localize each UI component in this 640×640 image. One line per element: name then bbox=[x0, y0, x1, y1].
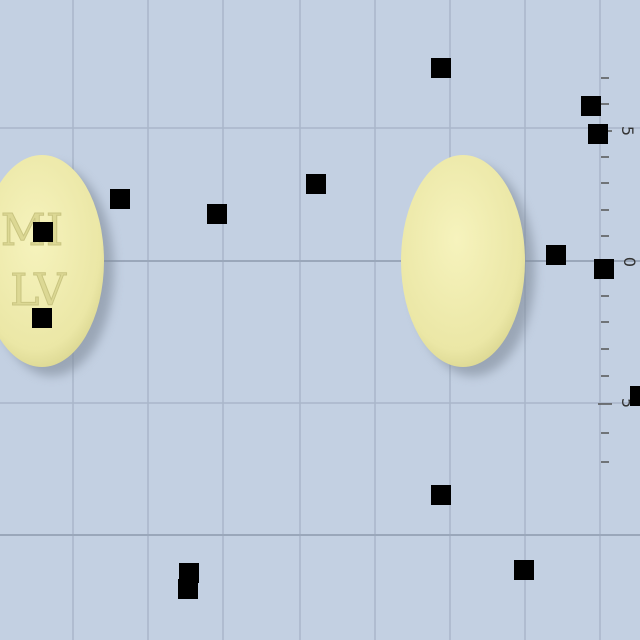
occlusion-squares bbox=[32, 58, 640, 599]
pill-imprint: MI bbox=[1, 205, 63, 256]
pill bbox=[0, 155, 104, 367]
pill bbox=[401, 155, 525, 367]
ruler-label: 0 bbox=[620, 257, 639, 267]
pill-imprint: LV bbox=[10, 265, 67, 316]
ruler-label: 5 bbox=[618, 126, 637, 136]
ruler-label: 5 bbox=[618, 398, 637, 408]
